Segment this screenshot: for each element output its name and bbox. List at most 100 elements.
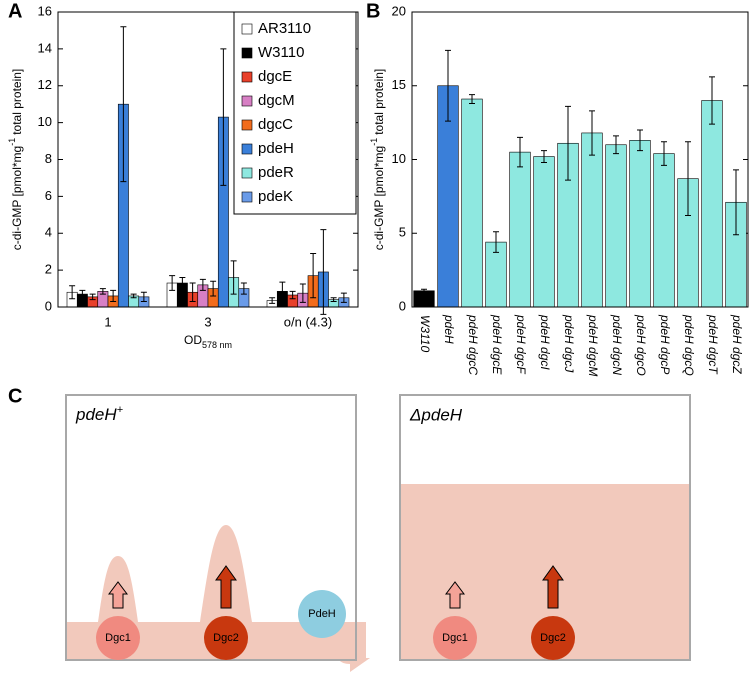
legend-swatch [241, 143, 253, 155]
bar [629, 140, 651, 308]
y-tick-label: 0 [399, 298, 406, 313]
plot-frame [57, 11, 359, 308]
error-bar [289, 290, 296, 300]
x-label-text: OD [184, 333, 202, 347]
bar [533, 156, 555, 308]
error-bar [685, 141, 691, 217]
node [298, 590, 346, 638]
error-bar [637, 129, 643, 152]
y-label-sup: -1 [7, 138, 17, 146]
error-bar [493, 231, 499, 253]
error-bar [661, 141, 667, 166]
y-tick-label: 6 [45, 188, 52, 203]
x-tick-label: pdeH dgcF [514, 314, 528, 374]
error-bar [279, 281, 286, 302]
x-tick-label: pdeH dgcP [658, 314, 672, 374]
y-axis-label: c-di-GMP [pmol*mg-1 total protein] [369, 69, 386, 251]
y-label-text: c-di-GMP [pmol*mg [372, 146, 386, 250]
x-tick-label: pdeH dgcO [634, 314, 648, 376]
legend-swatch [241, 71, 253, 83]
panel-box [65, 394, 357, 661]
y-tick-label: 14 [38, 40, 52, 55]
y-tick-label: 15 [392, 77, 406, 92]
panel-title: pdeH+ [75, 404, 124, 425]
x-label-sub: 578 nm [202, 340, 232, 350]
legend-swatch [241, 95, 253, 107]
legend-label: dgcC [258, 116, 293, 133]
bar [509, 151, 531, 308]
bar [461, 98, 483, 308]
panel-label: A [8, 0, 22, 22]
legend-label: pdeK [258, 188, 293, 205]
bar [581, 132, 603, 308]
error-bar [189, 282, 196, 302]
legend-label: W3110 [258, 44, 304, 61]
error-bar [340, 292, 347, 303]
x-tick-label: pdeH dgcQ [682, 314, 696, 376]
error-bar [517, 136, 523, 168]
legend-swatch [241, 47, 253, 59]
legend-label: AR3110 [258, 20, 311, 37]
x-tick-label: 1 [104, 314, 111, 329]
y-tick-label: 16 [38, 3, 52, 18]
up-arrow [542, 565, 564, 609]
y-label-text: c-di-GMP [pmol*mg [10, 146, 24, 250]
error-bar [220, 48, 227, 186]
panel-title: ΔpdeH [409, 405, 463, 424]
y-tick-label: 12 [38, 77, 52, 92]
node-label: Dgc1 [442, 632, 468, 644]
node-label: PdeH [308, 608, 336, 620]
x-tick-label: pdeH dgcI [538, 314, 552, 370]
bar [413, 290, 435, 308]
x-tick-label: o/n (4.3) [284, 314, 332, 329]
error-bar [709, 76, 715, 125]
diagram: C pdeH+ Dgc1 Dgc2 PdeH ΔpdeH Dgc1 Dgc2 [8, 385, 691, 672]
error-bar [110, 289, 117, 302]
node-label: Dgc2 [540, 632, 566, 644]
error-bar [541, 150, 547, 163]
error-bar [230, 260, 237, 295]
node [433, 616, 477, 660]
error-bar [589, 110, 595, 156]
x-tick-label: pdeH dgcC [466, 314, 480, 375]
legend-box [233, 11, 357, 215]
x-axis-label: OD578 nm [184, 333, 232, 350]
legend-swatch [241, 167, 253, 179]
legend-label: dgcE [258, 68, 292, 85]
error-bar [310, 253, 317, 299]
x-tick-label: pdeH dgcM [586, 314, 600, 376]
error-bar [330, 297, 337, 302]
x-tick-label: pdeH dgcJ [562, 314, 576, 373]
error-bar [210, 280, 217, 297]
up-arrow [108, 581, 128, 609]
error-bar [269, 297, 276, 304]
error-bar [130, 293, 137, 299]
panel-label: C [8, 385, 22, 407]
error-bar [169, 275, 176, 291]
node [96, 616, 140, 660]
y-tick-label: 0 [45, 298, 52, 313]
node [204, 616, 248, 660]
x-tick-label: pdeH dgcZ [730, 314, 744, 374]
legend-swatch [241, 23, 253, 35]
error-bar [89, 293, 96, 301]
y-axis-label: c-di-GMP [pmol*mg-1 total protein] [7, 69, 24, 251]
error-bar [99, 288, 106, 295]
panel-label: B [366, 0, 380, 22]
legend-label: dgcM [258, 92, 295, 109]
error-bar [565, 105, 571, 181]
bar [605, 144, 627, 308]
title-text: pdeH [75, 405, 117, 424]
error-bar [199, 278, 206, 291]
up-arrow [445, 581, 465, 609]
error-bar [421, 288, 427, 293]
x-tick-label: pdeH [442, 314, 456, 344]
legend-swatch [241, 191, 253, 203]
error-bar [79, 289, 86, 299]
error-bar [120, 26, 127, 183]
x-tick-label: pdeH dgcE [490, 314, 504, 375]
y-tick-label: 8 [45, 151, 52, 166]
error-bar [445, 49, 451, 122]
x-tick-label: pdeH dgcT [706, 314, 720, 375]
error-bar [733, 169, 739, 236]
